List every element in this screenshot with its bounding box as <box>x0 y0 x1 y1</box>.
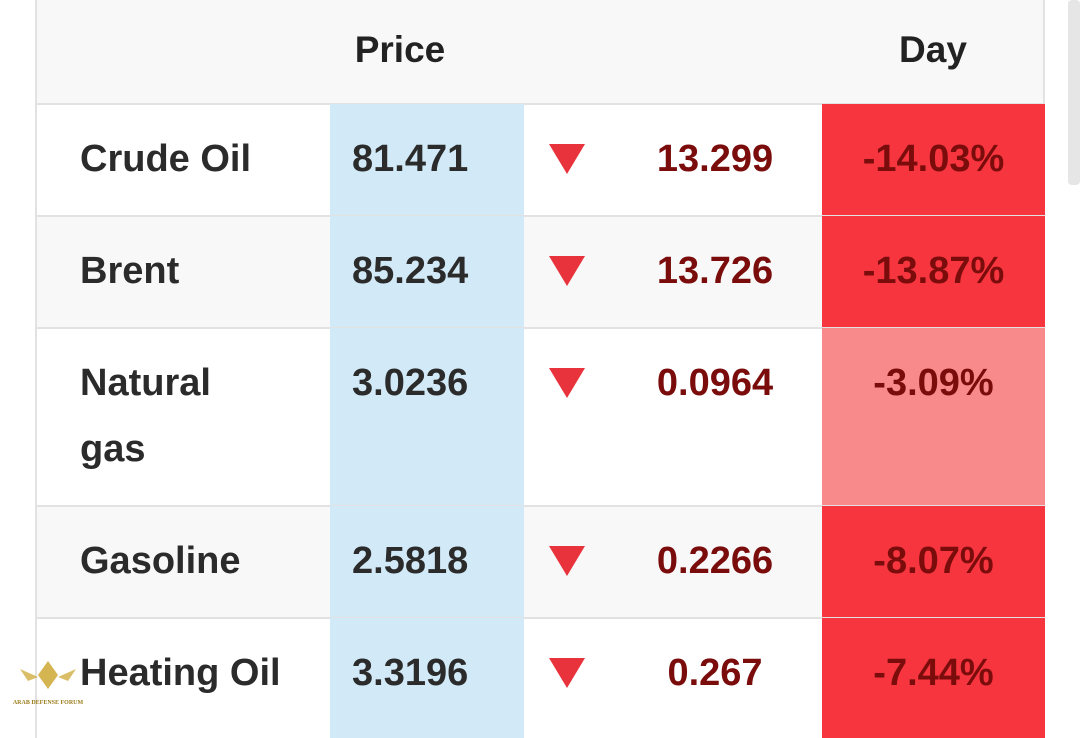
change: 0.2266 <box>656 540 774 582</box>
day-bg <box>822 216 1045 328</box>
price: 2.5818 <box>352 540 469 582</box>
arrow-icon <box>549 546 585 576</box>
instrument-name: Natural gas <box>80 362 211 470</box>
day-bg <box>822 506 1045 618</box>
line <box>35 103 1045 105</box>
instrument-name: Gasoline <box>80 540 241 582</box>
scrollbar <box>1068 0 1080 185</box>
day-change: -3.09% <box>873 362 994 404</box>
price: 3.3196 <box>352 652 469 694</box>
line <box>35 617 1045 619</box>
price-bg <box>330 104 524 216</box>
watermark-logo <box>20 661 76 689</box>
day-change: -8.07% <box>873 540 994 582</box>
change: 0.0964 <box>656 362 774 404</box>
down-arrow <box>548 544 586 578</box>
day-change: -13.87% <box>862 250 1005 292</box>
price-bg <box>330 618 524 738</box>
change: 13.726 <box>656 250 774 292</box>
price-bg <box>330 506 524 618</box>
day-bg <box>822 618 1045 738</box>
instrument-name: Crude Oil <box>80 138 252 180</box>
arrow-icon <box>549 256 585 286</box>
price-bg <box>330 328 524 506</box>
day-bg <box>822 104 1045 216</box>
down-arrow <box>548 366 586 400</box>
arrow-icon <box>549 368 585 398</box>
day-change: -7.44% <box>873 652 994 694</box>
price-bg <box>330 216 524 328</box>
line <box>35 215 1045 217</box>
watermark: ARAB DEFENSE FORUM <box>8 655 88 724</box>
price: 3.0236 <box>352 362 469 404</box>
down-arrow <box>548 656 586 690</box>
change: 13.299 <box>656 138 774 180</box>
arrow-icon <box>549 658 585 688</box>
line <box>35 505 1045 507</box>
price: 85.234 <box>352 250 469 292</box>
watermark-text: ARAB DEFENSE FORUM <box>12 700 84 706</box>
change: 0.267 <box>667 652 763 694</box>
header-day: Day <box>899 29 967 70</box>
price: 81.471 <box>352 138 469 180</box>
instrument-name: Brent <box>80 250 180 292</box>
table-header <box>35 0 1045 104</box>
line <box>35 327 1045 329</box>
down-arrow <box>548 254 586 288</box>
instrument-name: Heating Oil <box>80 652 281 694</box>
day-bg <box>822 328 1045 506</box>
arrow-icon <box>549 144 585 174</box>
day-change: -14.03% <box>862 138 1005 180</box>
down-arrow <box>548 142 586 176</box>
header-price: Price <box>354 29 446 70</box>
